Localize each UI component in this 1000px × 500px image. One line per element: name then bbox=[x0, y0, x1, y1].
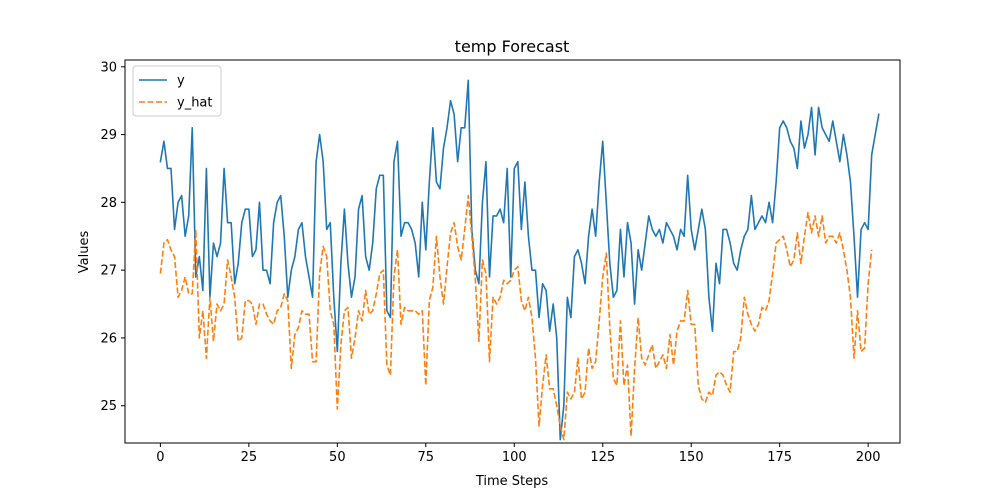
series-line-y bbox=[159, 79, 880, 441]
x-tick-label: 200 bbox=[856, 450, 881, 465]
y-tick-label: 25 bbox=[100, 399, 117, 414]
axes-frame bbox=[124, 59, 901, 444]
x-tick-label: 175 bbox=[767, 450, 792, 465]
y-axis-label: Values bbox=[77, 231, 92, 274]
x-axis: 0 25 50 75 100 125 150 175 200 bbox=[156, 443, 881, 465]
y-tick-label: 27 bbox=[100, 264, 117, 279]
x-tick-label: 50 bbox=[329, 450, 346, 465]
y-tick-label: 26 bbox=[100, 331, 117, 346]
legend: y y_hat bbox=[132, 65, 222, 117]
x-tick-label: 75 bbox=[418, 450, 435, 465]
x-tick-label: 25 bbox=[241, 450, 258, 465]
x-tick-label: 150 bbox=[679, 450, 704, 465]
plot-area bbox=[159, 79, 880, 441]
legend-label-y: y bbox=[177, 74, 185, 89]
y-tick-label: 29 bbox=[100, 128, 117, 143]
legend-label-y-hat: y_hat bbox=[177, 96, 213, 111]
y-axis: 25 26 27 28 29 30 bbox=[100, 60, 125, 414]
x-tick-label: 100 bbox=[502, 450, 527, 465]
chart-title: temp Forecast bbox=[455, 37, 570, 56]
series-line-y-hat bbox=[159, 194, 873, 441]
x-tick-label: 125 bbox=[590, 450, 615, 465]
legend-box bbox=[132, 65, 222, 117]
y-tick-label: 30 bbox=[100, 60, 117, 75]
x-axis-label: Time Steps bbox=[475, 474, 549, 489]
y-tick-label: 28 bbox=[100, 196, 117, 211]
x-tick-label: 0 bbox=[156, 450, 164, 465]
